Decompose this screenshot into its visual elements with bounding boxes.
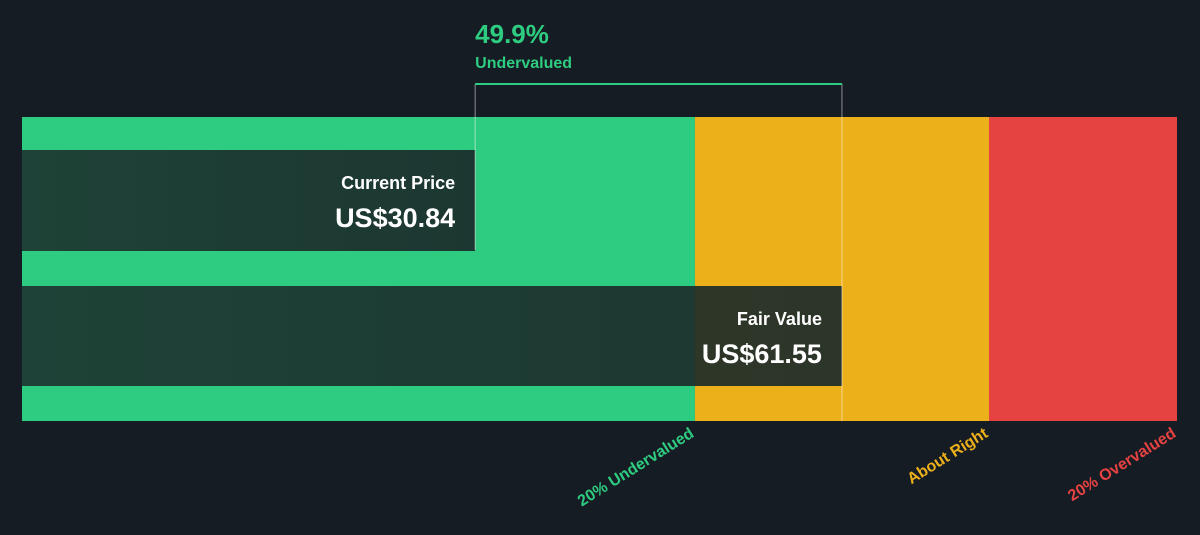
zone-label: 20% Overvalued [1065,425,1179,505]
zone [988,117,1177,421]
bar-value: US$61.55 [702,339,822,369]
discount-value: 49.9% [475,19,549,49]
zone-label: About Right [904,425,991,488]
bar-name: Fair Value [737,309,822,329]
bar-value: US$30.84 [335,203,455,233]
discount-text: Undervalued [475,55,572,72]
bar-name: Current Price [341,173,455,193]
value-bar [22,286,842,386]
zone-label: 20% Undervalued [575,425,697,510]
value-bar [22,150,476,251]
